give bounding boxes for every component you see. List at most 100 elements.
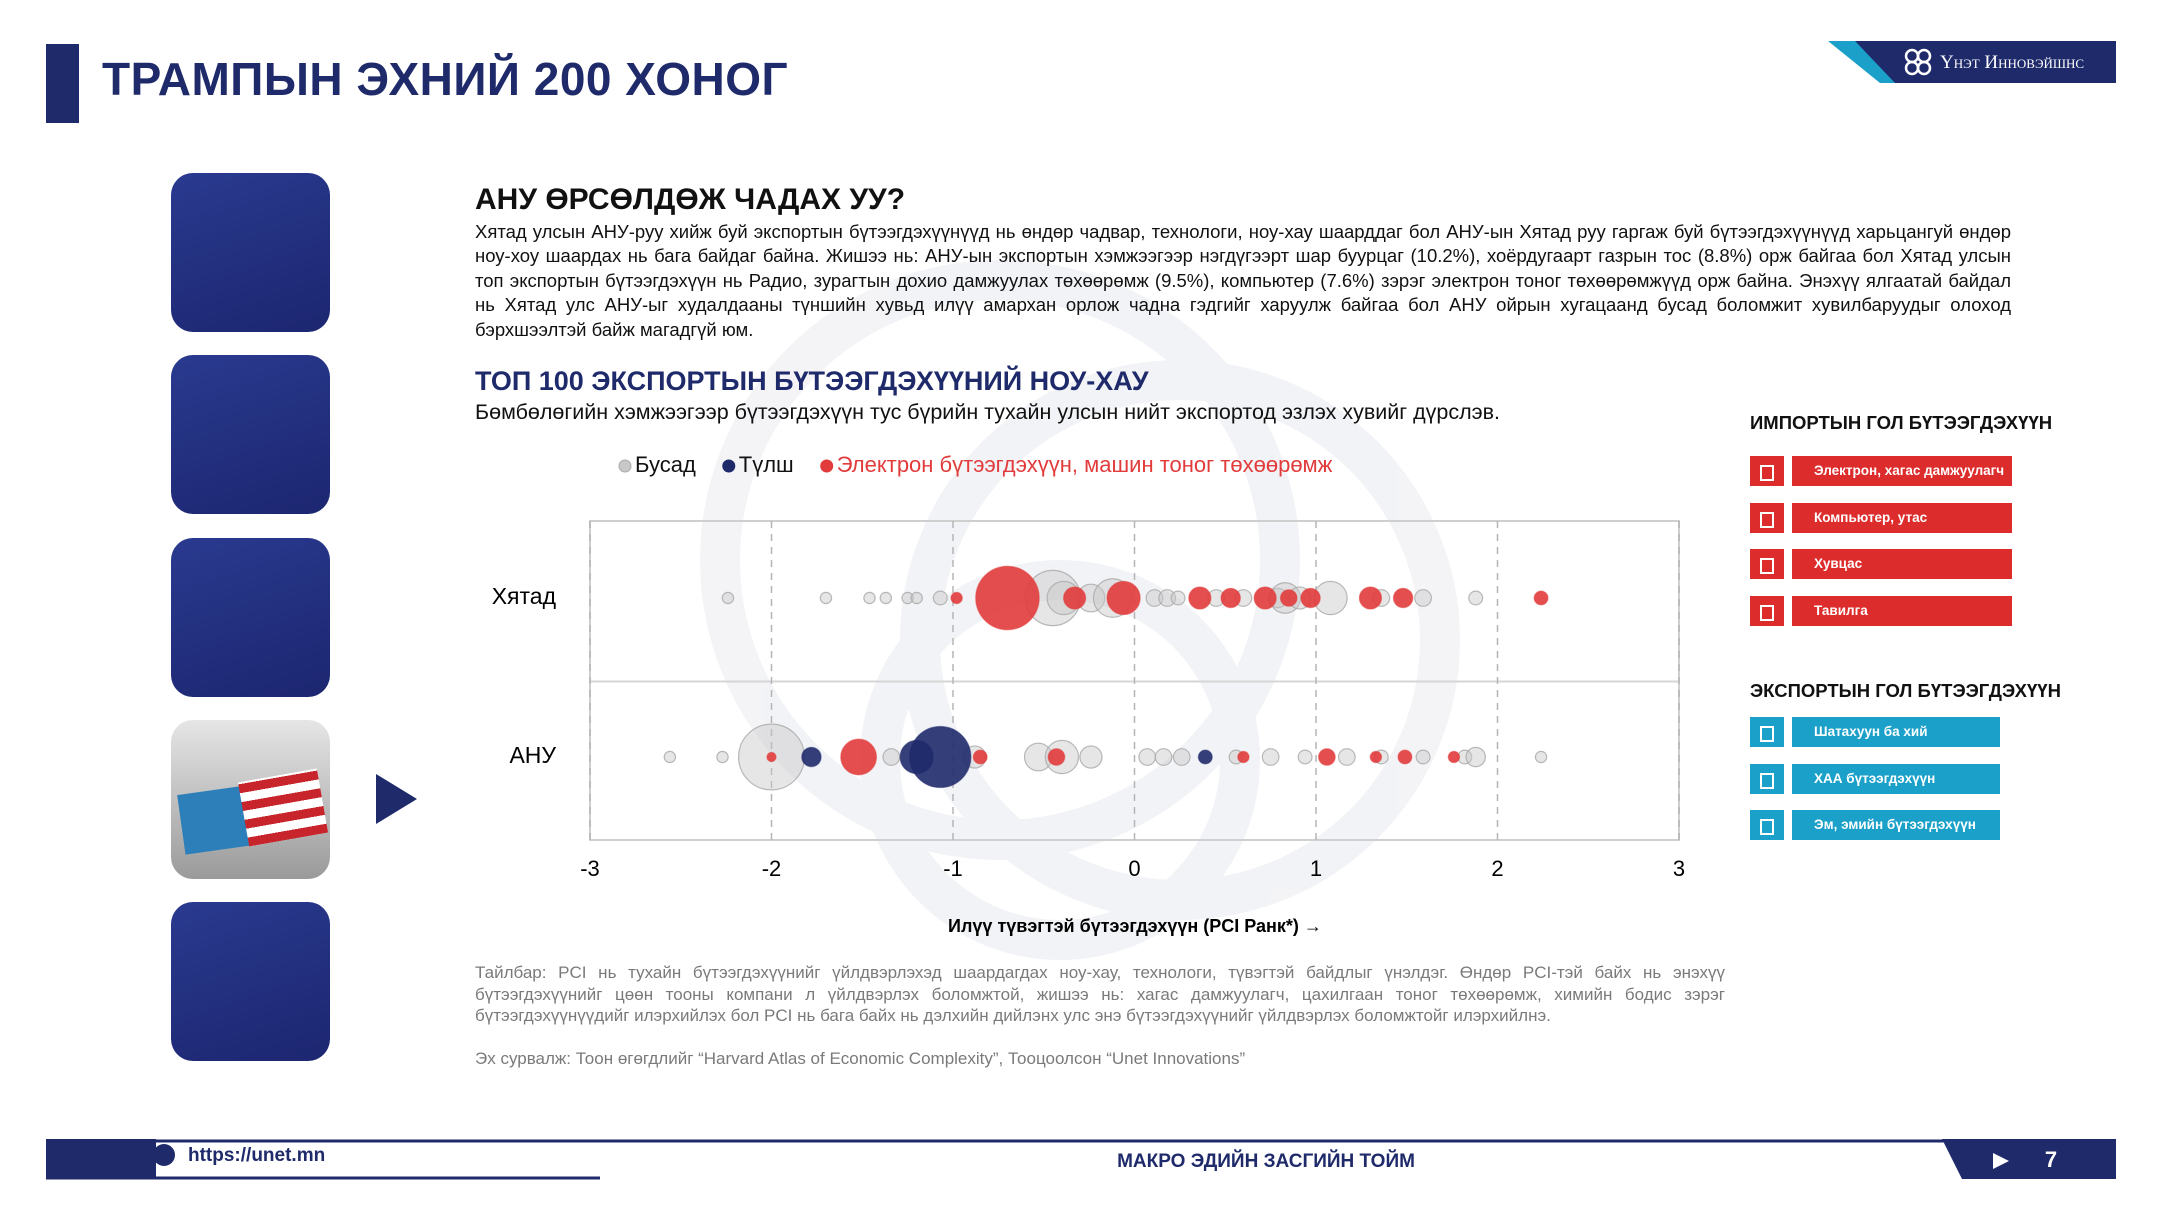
item-icon [1750,764,1784,794]
item-icon-glyph [1760,773,1774,789]
bubble [1138,748,1157,766]
legend-label: Бусад [635,452,696,477]
footer-tab [156,1139,610,1179]
item-icon-glyph [1760,558,1774,574]
thumbnail [171,902,330,1061]
bubble [840,738,878,776]
bubble [1279,589,1298,607]
exports-title: ЭКСПОРТЫН ГОЛ БҮТЭЭГДЭХҮҮН [1750,680,2061,701]
bubble [1261,748,1280,766]
legend-marker [618,459,632,473]
note: Тайлбар: PCI нь тухайн бүтээгдэхүүнийг ү… [475,963,1725,1025]
current-marker [376,774,417,824]
bubble [1220,587,1241,609]
page-number: 7 [2045,1147,2057,1172]
globe-icon [153,1144,175,1166]
item-icon-glyph [1760,726,1774,742]
slide-title: ТРАМПЫН ЭХНИЙ 200 ХОНОГ [102,53,789,105]
bubble [663,750,677,764]
footer-url: https://unet.mn [188,1145,325,1166]
logo-text: Үнэт Инновэйшнс [1940,52,2084,73]
bubble [1170,590,1186,606]
bubble [1188,586,1212,610]
bubble [1533,590,1549,606]
bubble [882,748,901,766]
item-icon [1750,549,1784,579]
bubble [932,590,948,606]
bubble [1447,750,1461,764]
item-icon-glyph [1760,605,1774,621]
row-label: Хятад [492,583,557,609]
bubble [879,591,893,605]
footer-arrow [1993,1153,2009,1169]
bubble [1317,748,1336,766]
bubble [1197,749,1213,765]
bubble [1468,590,1484,606]
bubble [716,750,729,764]
bubble [910,591,923,605]
x-axis-label: Илүү түвэгтэй бүтээгдэхүүн (PCI Ранк*) → [948,916,1322,936]
bubble [1337,748,1356,766]
chart-subtitle: Бөмбөлөгийн хэмжээгээр бүтээгдэхүүн тус … [475,400,1500,424]
footer-right [1942,1139,2116,1179]
bubble [1079,745,1103,769]
item-icon [1750,596,1784,626]
bubble [972,749,988,765]
x-tick-label: 0 [1128,856,1140,881]
container-illustration [237,768,329,847]
footer-left [46,1139,156,1179]
bubble [1415,749,1431,765]
item-icon [1750,503,1784,533]
thumbnail-active [171,720,330,879]
bubble [766,751,777,763]
item-label: Электрон, хагас дамжуулагч [1792,456,2012,486]
logo-icon [1904,48,1932,76]
source: Эх сурвалж: Тоон өгөгдлийг “Harvard Atla… [475,1049,1246,1068]
item-icon-glyph [1760,465,1774,481]
bubble [1397,749,1413,765]
bubble [1465,746,1486,768]
bubble [1253,586,1277,610]
section-heading: АНУ ӨРСӨЛДӨЖ ЧАДАХ УУ? [475,183,906,216]
bubble [1172,748,1191,766]
bubble [1297,749,1313,765]
title-bar [46,44,79,123]
x-tick-label: 3 [1673,856,1685,881]
bubble [1158,589,1177,607]
bubble [1300,587,1321,609]
bubble [801,746,822,768]
bubble [975,565,1040,631]
legend-marker [722,459,736,473]
item-label: Шатахуун ба хий [1792,717,2000,747]
bubble [1154,748,1173,766]
x-tick-label: 2 [1491,856,1503,881]
bubble [1237,750,1250,764]
bubble [721,591,735,605]
item-icon-glyph [1760,512,1774,528]
item-label: ХАА бүтээгдэхүүн [1792,764,2000,794]
chart-title: ТОП 100 ЭКСПОРТЫН БҮТЭЭГДЭХҮҮНИЙ НОУ-ХАУ [475,366,1149,396]
item-icon [1750,717,1784,747]
legend-label: Түлш [739,452,794,477]
footer-title: МАКРО ЭДИЙН ЗАСГИЙН ТОЙМ [1117,1150,1415,1172]
legend-label: Электрон бүтээгдэхүүн, машин тоног төхөө… [837,452,1333,477]
item-icon [1750,456,1784,486]
watermark-ring [900,360,1460,920]
item-icon [1750,810,1784,840]
bubble [1062,586,1087,610]
item-label: Тавилга [1792,596,2012,626]
item-label: Хувцас [1792,549,2012,579]
bubble [901,591,914,605]
logo-icon-part [1916,60,1932,76]
x-tick-label: 1 [1310,856,1322,881]
bubble [1358,586,1383,610]
bubble [1534,750,1548,764]
x-tick-label: -1 [943,856,963,881]
thumbnail [171,538,330,697]
bubble [1047,748,1066,766]
bubble [1145,589,1164,607]
bubble [1106,580,1141,616]
item-icon-glyph [1760,819,1774,835]
